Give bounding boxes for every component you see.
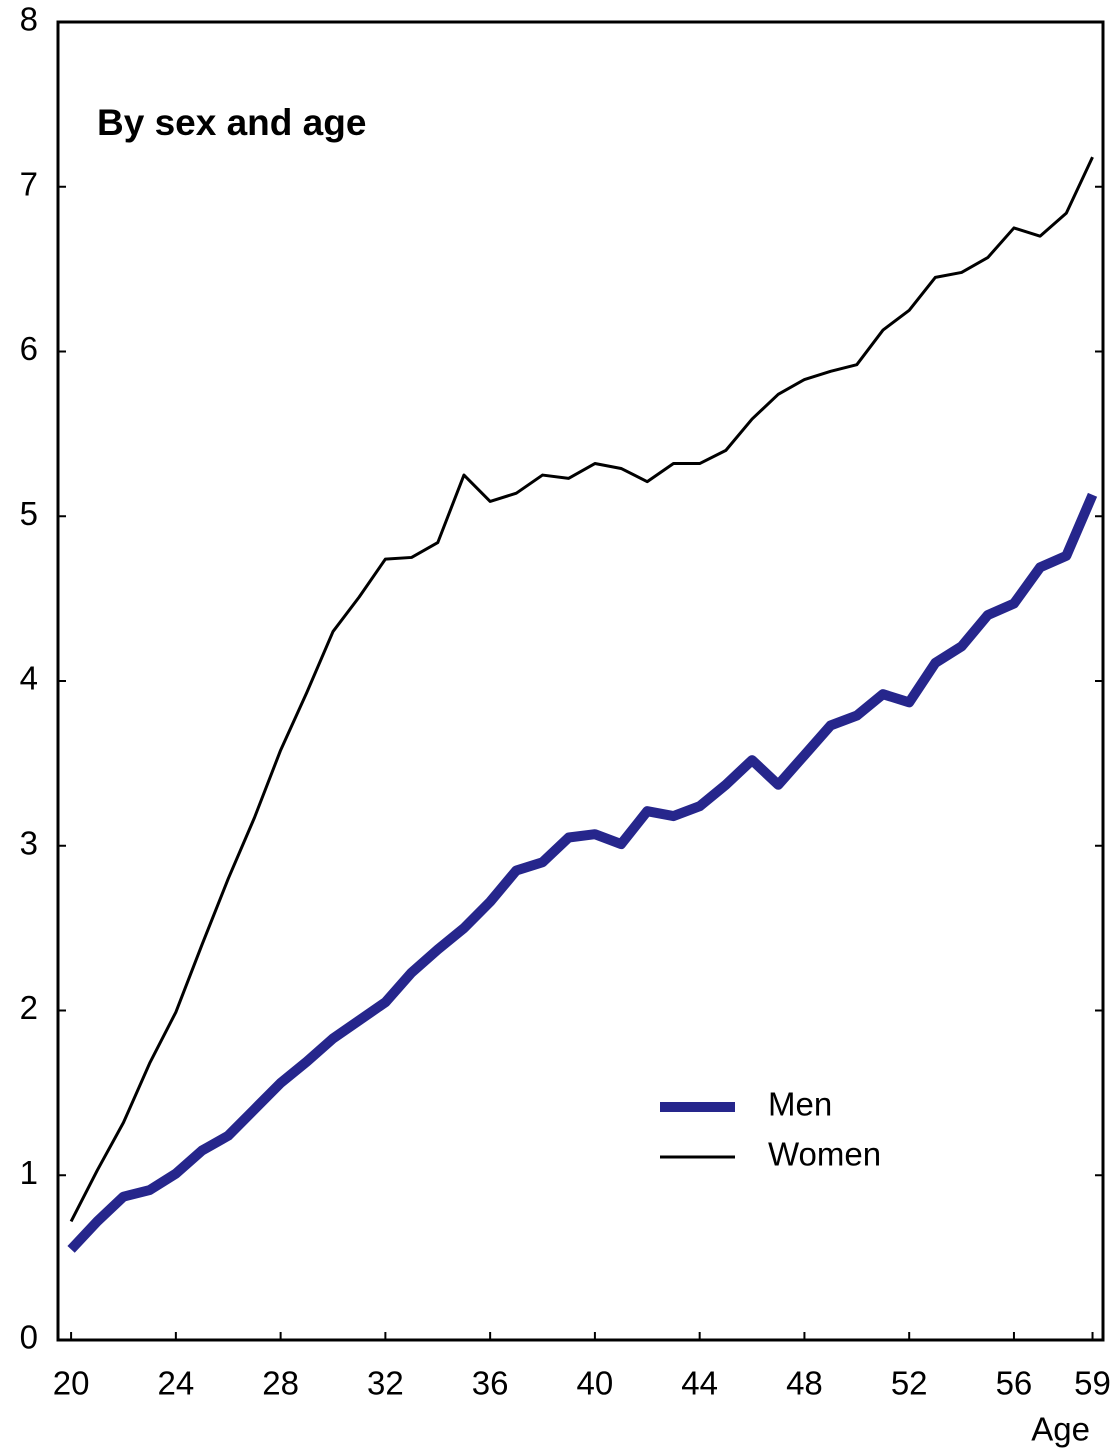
y-tick-label: 0	[20, 1319, 38, 1356]
x-tick-label: 40	[577, 1365, 614, 1402]
y-tick-label: 4	[20, 660, 38, 697]
y-tick-label: 7	[20, 165, 38, 202]
y-tick-label: 1	[20, 1154, 38, 1191]
line-series	[69, 156, 1094, 1223]
line-series	[67, 492, 1098, 1253]
x-tick-label: 20	[53, 1365, 90, 1402]
chart-title: By sex and age	[97, 102, 366, 143]
y-tick-label: 3	[20, 824, 38, 861]
x-tick-label: 59	[1074, 1365, 1111, 1402]
legend-label: Men	[768, 1086, 832, 1123]
x-axis-label: Age	[1031, 1411, 1090, 1448]
x-tick-label: 56	[996, 1365, 1033, 1402]
y-tick-label: 8	[20, 1, 38, 38]
x-tick-label: 28	[262, 1365, 299, 1402]
y-tick-label: 6	[20, 330, 38, 367]
y-tick-label: 5	[20, 495, 38, 532]
x-tick-label: 48	[786, 1365, 823, 1402]
x-tick-label: 44	[681, 1365, 718, 1402]
y-tick-label: 2	[20, 989, 38, 1026]
x-tick-label: 24	[157, 1365, 194, 1402]
x-tick-label: 32	[367, 1365, 404, 1402]
x-tick-label: 36	[472, 1365, 509, 1402]
x-tick-label: 52	[891, 1365, 928, 1402]
legend-label: Women	[768, 1136, 881, 1173]
